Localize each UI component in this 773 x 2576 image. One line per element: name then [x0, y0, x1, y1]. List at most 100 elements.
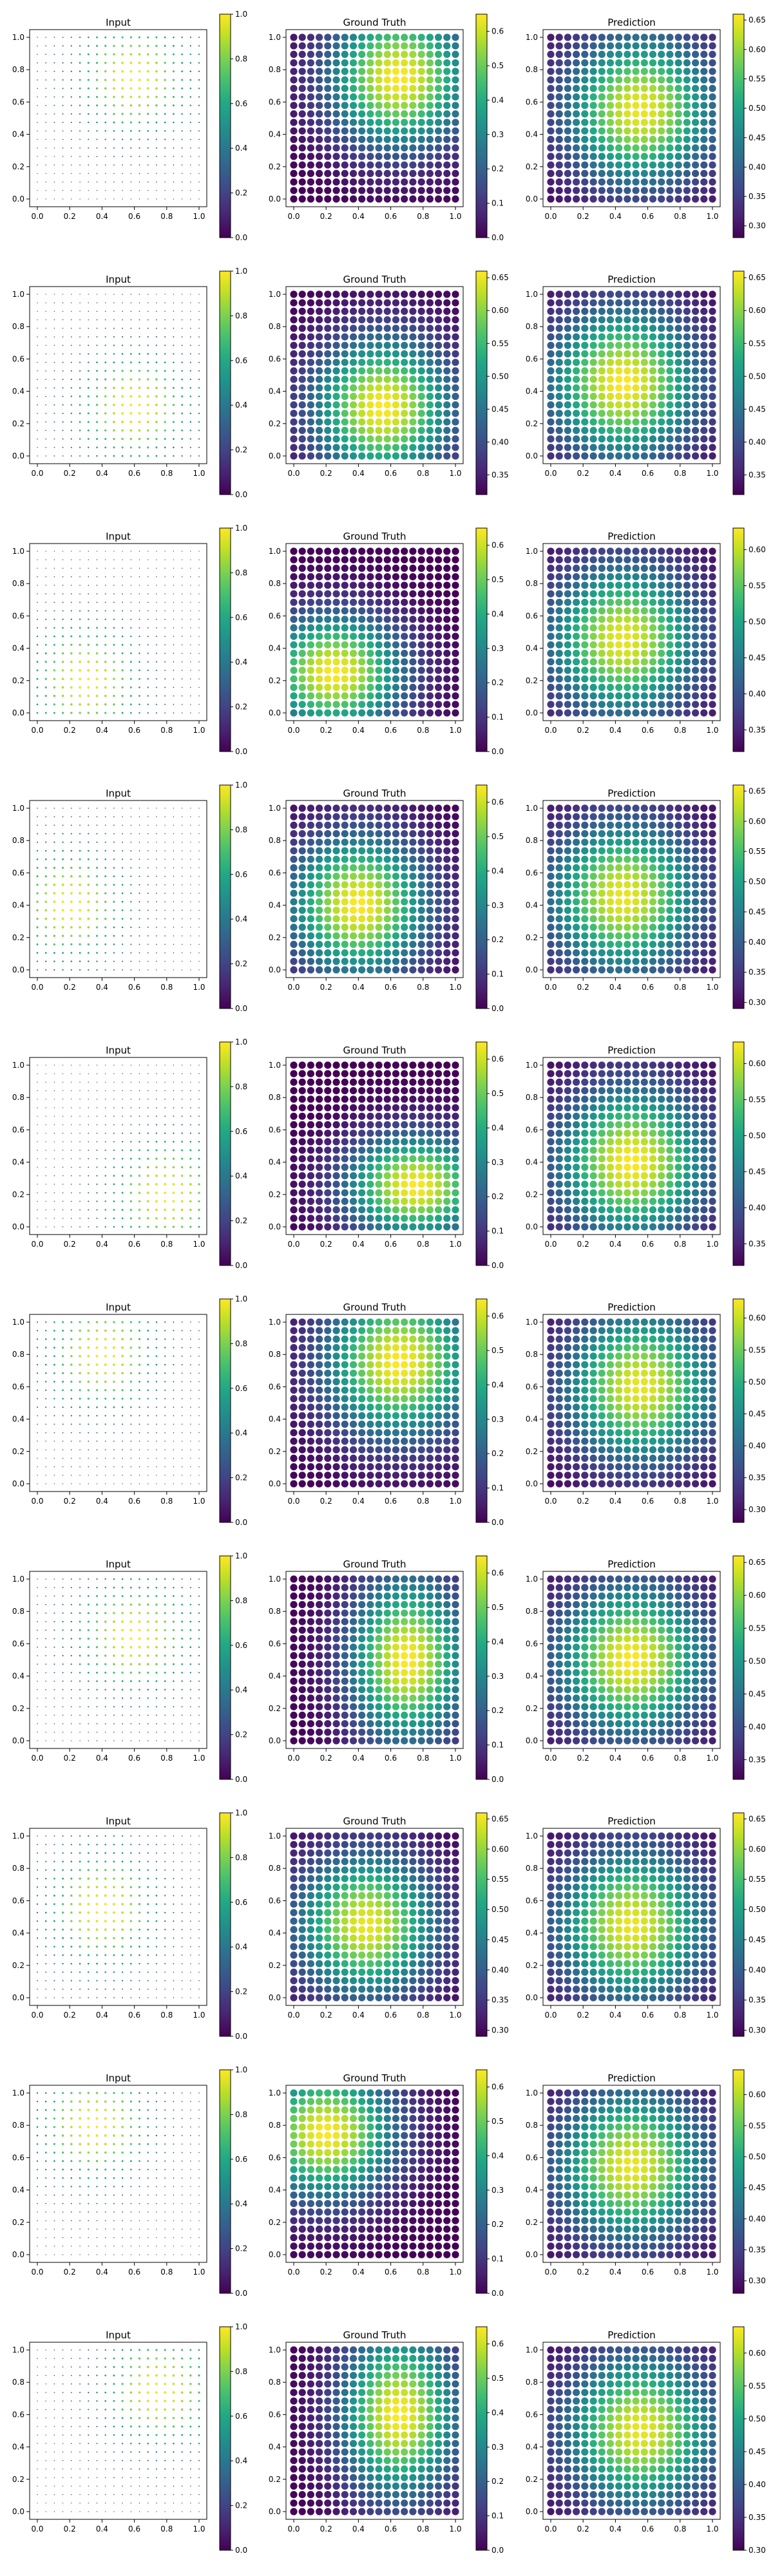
scatter-point — [640, 582, 648, 589]
colorbar-tick-label: 0.0 — [235, 1004, 247, 1013]
scatter-point — [164, 867, 166, 869]
scatter-point — [615, 401, 623, 409]
scatter-point — [401, 444, 408, 451]
scatter-point — [88, 618, 90, 620]
scatter-point — [62, 198, 64, 200]
scatter-point — [640, 316, 648, 324]
scatter-point — [589, 59, 597, 67]
scatter-point — [130, 635, 132, 638]
scatter-point — [606, 187, 615, 194]
colorbar: 0.00.10.20.30.40.50.6 — [475, 527, 504, 756]
scatter-point — [658, 401, 665, 409]
scatter-point — [316, 178, 323, 186]
scatter-point — [53, 190, 55, 191]
scatter-point — [692, 426, 700, 435]
scatter-point — [70, 875, 73, 878]
scatter-point — [443, 590, 451, 598]
scatter-point — [692, 316, 700, 324]
scatter-point — [375, 821, 383, 829]
scatter-point — [375, 873, 383, 880]
scatter-point — [700, 452, 708, 460]
y-tick-label: 0.2 — [12, 162, 24, 171]
scatter-point — [316, 932, 323, 940]
scatter-point — [87, 53, 90, 55]
scatter-point — [198, 96, 200, 98]
scatter-point — [375, 906, 383, 914]
scatter-point — [332, 307, 340, 315]
scatter-point — [443, 110, 451, 118]
scatter-point — [121, 138, 124, 140]
scatter-point — [113, 429, 115, 432]
colorbar-tick-label: 0.6 — [491, 541, 504, 550]
scatter-point — [358, 821, 366, 829]
scatter-point — [198, 88, 200, 90]
scatter-point — [341, 598, 348, 606]
scatter-point — [53, 173, 55, 175]
scatter-point — [452, 906, 459, 914]
scatter-point — [383, 701, 391, 708]
scatter-point — [358, 573, 366, 581]
scatter-point — [417, 949, 425, 957]
scatter-point — [683, 573, 691, 581]
scatter-point — [375, 658, 383, 666]
scatter-point — [341, 632, 348, 640]
scatter-point — [547, 410, 555, 417]
scatter-point — [401, 384, 408, 392]
scatter-point — [113, 567, 115, 569]
scatter-point — [640, 84, 648, 92]
scatter-point — [62, 387, 64, 389]
scatter-point — [417, 915, 425, 923]
scatter-point — [62, 353, 64, 355]
scatter-point — [37, 71, 38, 72]
scatter-point — [70, 395, 72, 397]
scatter-point — [547, 641, 555, 649]
scatter-point — [452, 350, 459, 358]
scatter-point — [666, 68, 674, 75]
scatter-point — [452, 598, 459, 606]
scatter-point — [164, 627, 166, 629]
scatter-point — [121, 712, 124, 714]
scatter-point — [581, 110, 589, 118]
scatter-point — [104, 138, 106, 140]
scatter-point — [547, 958, 555, 965]
scatter-point — [598, 392, 606, 401]
scatter-point — [44, 661, 47, 663]
scatter-point — [181, 113, 183, 115]
scatter-point — [307, 940, 314, 948]
scatter-point — [573, 582, 580, 589]
scatter-point — [113, 610, 115, 612]
scatter-point — [649, 68, 657, 75]
scatter-point — [598, 359, 606, 366]
scatter-point — [615, 333, 623, 341]
x-tick-label: 0.8 — [160, 469, 173, 478]
scatter-point — [692, 392, 700, 401]
scatter-point — [392, 864, 400, 872]
scatter-point — [155, 378, 158, 381]
scatter-point — [692, 76, 700, 84]
scatter-point — [443, 923, 451, 931]
scatter-point — [435, 915, 443, 923]
scatter-point — [443, 582, 451, 589]
y-tick-label: 0.6 — [269, 868, 281, 877]
scatter-point — [589, 881, 597, 889]
scatter-point — [367, 864, 374, 872]
scatter-point — [104, 918, 107, 920]
scatter-point — [409, 915, 417, 923]
scatter-point — [640, 153, 648, 160]
scatter-point — [683, 709, 691, 717]
scatter-point — [341, 384, 348, 392]
scatter-point — [443, 821, 451, 829]
scatter-point — [392, 915, 400, 923]
scatter-point — [564, 392, 572, 401]
scatter-point — [709, 84, 716, 92]
scatter-point — [298, 76, 306, 84]
scatter-point — [332, 889, 340, 897]
scatter-point — [190, 858, 191, 860]
scatter-point — [367, 590, 374, 598]
scatter-point — [452, 881, 459, 889]
scatter-point — [649, 42, 657, 50]
scatter-point — [332, 68, 340, 75]
scatter-point — [709, 42, 716, 50]
scatter-point — [44, 858, 47, 860]
scatter-point — [383, 692, 391, 700]
